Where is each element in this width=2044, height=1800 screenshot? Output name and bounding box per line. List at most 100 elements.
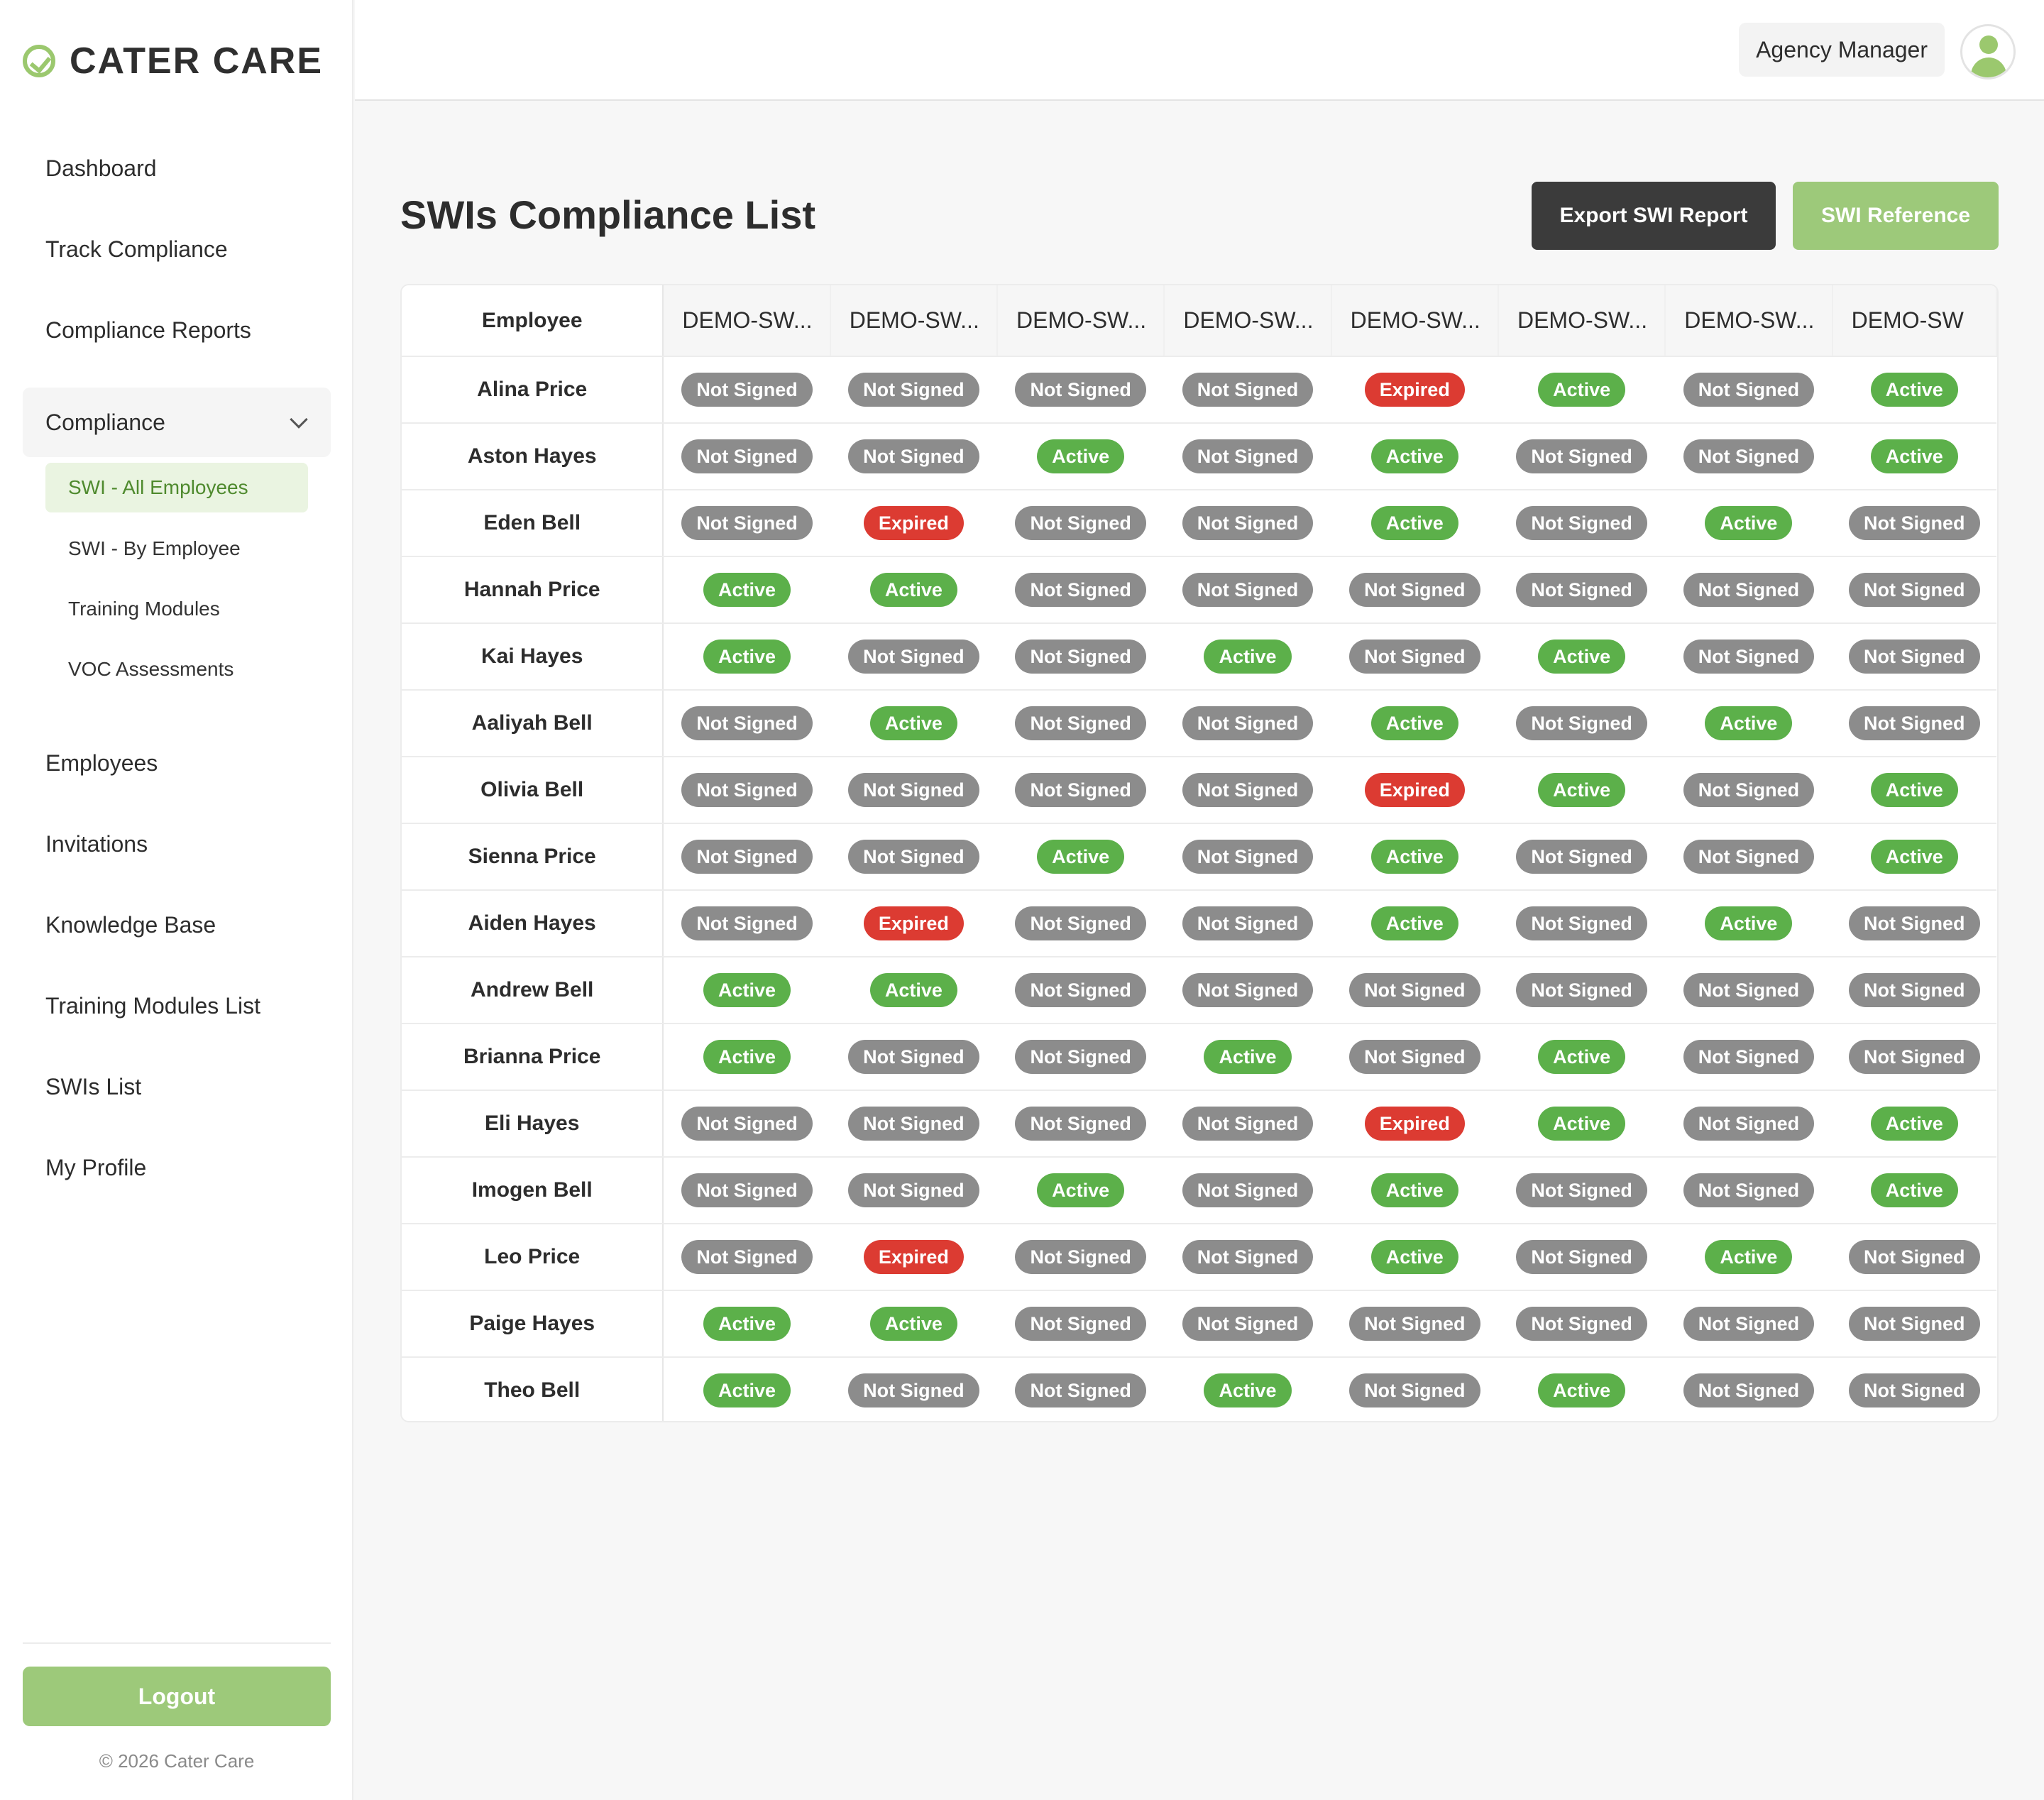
status-badge[interactable]: Not Signed (1015, 1040, 1146, 1074)
status-badge[interactable]: Not Signed (848, 640, 979, 674)
employee-name[interactable]: Eden Bell (402, 490, 664, 557)
table-row[interactable]: Paige Hayes Active Active Not Signed Not Sig… (402, 1290, 1996, 1358)
column-header-swi[interactable]: DEMO-SW... (1331, 285, 1499, 357)
table-row[interactable]: Aiden Hayes Not Signed Expired Not Signed No… (402, 890, 1996, 957)
table-row[interactable]: Andrew Bell Active Active Not Signed Not Sig… (402, 957, 1996, 1024)
status-badge[interactable]: Active (1870, 373, 1958, 407)
status-badge[interactable]: Active (703, 640, 791, 674)
table-row[interactable]: Eli Hayes Not Signed Not Signed Not Signed N… (402, 1090, 1996, 1158)
status-badge[interactable]: Not Signed (1683, 973, 1815, 1007)
employee-name[interactable]: Paige Hayes (402, 1290, 664, 1358)
status-badge[interactable]: Not Signed (1683, 1173, 1815, 1207)
status-badge[interactable]: Active (1538, 1040, 1626, 1074)
status-badge[interactable]: Not Signed (1182, 1240, 1314, 1274)
status-badge[interactable]: Active (1538, 773, 1626, 807)
status-badge[interactable]: Not Signed (1182, 373, 1314, 407)
status-badge[interactable]: Active (869, 706, 957, 740)
status-badge[interactable]: Active (1370, 1240, 1458, 1274)
status-badge[interactable]: Not Signed (1849, 973, 1980, 1007)
employee-name[interactable]: Theo Bell (402, 1357, 664, 1421)
nav-item-swis-list[interactable]: SWIs List (45, 1074, 142, 1099)
status-badge[interactable]: Active (1370, 706, 1458, 740)
status-badge[interactable]: Not Signed (1182, 506, 1314, 540)
status-badge[interactable]: Active (1204, 1040, 1292, 1074)
employee-name[interactable]: Leo Price (402, 1224, 664, 1291)
status-badge[interactable]: Not Signed (1516, 906, 1647, 940)
status-badge[interactable]: Not Signed (1349, 573, 1480, 607)
status-badge[interactable]: Not Signed (848, 1040, 979, 1074)
status-badge[interactable]: Not Signed (681, 439, 813, 473)
status-badge[interactable]: Not Signed (1849, 1040, 1980, 1074)
column-header-swi[interactable]: DEMO-SW... (1164, 285, 1332, 357)
status-badge[interactable]: Active (1705, 506, 1793, 540)
status-badge[interactable]: Not Signed (1849, 506, 1980, 540)
status-badge[interactable]: Not Signed (681, 706, 813, 740)
status-badge[interactable]: Not Signed (1849, 1240, 1980, 1274)
nav-item-training-modules-list[interactable]: Training Modules List (45, 993, 260, 1019)
status-badge[interactable]: Not Signed (1683, 640, 1815, 674)
status-badge[interactable]: Not Signed (1015, 773, 1146, 807)
status-badge[interactable]: Expired (863, 506, 964, 540)
status-badge[interactable]: Not Signed (1683, 1040, 1815, 1074)
status-badge[interactable]: Active (1204, 1373, 1292, 1407)
status-badge[interactable]: Not Signed (1683, 840, 1815, 874)
column-header-swi[interactable]: DEMO-SW... (1498, 285, 1666, 357)
status-badge[interactable]: Not Signed (1015, 640, 1146, 674)
status-badge[interactable]: Active (1204, 640, 1292, 674)
status-badge[interactable]: Not Signed (1349, 1307, 1480, 1341)
status-badge[interactable]: Not Signed (1015, 373, 1146, 407)
status-badge[interactable]: Not Signed (1849, 1373, 1980, 1407)
status-badge[interactable]: Not Signed (681, 840, 813, 874)
status-badge[interactable]: Not Signed (1015, 1307, 1146, 1341)
status-badge[interactable]: Not Signed (1182, 573, 1314, 607)
table-row[interactable]: Kai Hayes Active Not Signed Not Signed Activ… (402, 623, 1996, 691)
status-badge[interactable]: Active (1705, 706, 1793, 740)
status-badge[interactable]: Not Signed (1516, 973, 1647, 1007)
status-badge[interactable]: Not Signed (1516, 840, 1647, 874)
column-header-employee[interactable]: Employee (402, 285, 664, 357)
employee-name[interactable]: Hannah Price (402, 556, 664, 624)
status-badge[interactable]: Active (703, 1040, 791, 1074)
nav-item-invitations[interactable]: Invitations (45, 831, 148, 857)
status-badge[interactable]: Active (1870, 1173, 1958, 1207)
status-badge[interactable]: Active (1870, 1107, 1958, 1141)
status-badge[interactable]: Expired (1364, 773, 1465, 807)
status-badge[interactable]: Not Signed (848, 1373, 979, 1407)
nav-item-knowledge-base[interactable]: Knowledge Base (45, 912, 216, 938)
status-badge[interactable]: Not Signed (1849, 906, 1980, 940)
compliance-table[interactable]: Employee DEMO-SW... DEMO-SW... DEMO-SW..… (400, 284, 1999, 1422)
status-badge[interactable]: Active (1370, 439, 1458, 473)
column-header-swi[interactable]: DEMO-SW... (663, 285, 831, 357)
employee-name[interactable]: Sienna Price (402, 823, 664, 891)
column-header-swi[interactable]: DEMO-SW... (1665, 285, 1833, 357)
status-badge[interactable]: Active (703, 973, 791, 1007)
table-row[interactable]: Eden Bell Not Signed Expired Not Signed Not … (402, 490, 1996, 557)
status-badge[interactable]: Not Signed (1516, 573, 1647, 607)
nav-sub-training-modules[interactable]: Training Modules (68, 598, 220, 620)
status-badge[interactable]: Not Signed (848, 1173, 979, 1207)
export-swi-report-button[interactable]: Export SWI Report (1532, 182, 1776, 250)
nav-sub-swi-by-employee[interactable]: SWI - By Employee (68, 537, 241, 559)
status-badge[interactable]: Not Signed (1516, 1307, 1647, 1341)
status-badge[interactable]: Active (1370, 840, 1458, 874)
status-badge[interactable]: Not Signed (1015, 573, 1146, 607)
status-badge[interactable]: Not Signed (681, 1173, 813, 1207)
status-badge[interactable]: Not Signed (1015, 973, 1146, 1007)
table-row[interactable]: Olivia Bell Not Signed Not Signed Not Signe… (402, 757, 1996, 824)
status-badge[interactable]: Not Signed (1015, 906, 1146, 940)
column-header-swi[interactable]: DEMO-SW... (830, 285, 999, 357)
status-badge[interactable]: Not Signed (1182, 706, 1314, 740)
employee-name[interactable]: Andrew Bell (402, 957, 664, 1024)
status-badge[interactable]: Not Signed (1182, 773, 1314, 807)
status-badge[interactable]: Not Signed (1015, 1373, 1146, 1407)
nav-group-compliance[interactable]: Compliance (23, 388, 331, 457)
employee-name[interactable]: Imogen Bell (402, 1157, 664, 1224)
status-badge[interactable]: Not Signed (1182, 906, 1314, 940)
status-badge[interactable]: Not Signed (1182, 1173, 1314, 1207)
table-row[interactable]: Leo Price Not Signed Expired Not Signed Not … (402, 1224, 1996, 1291)
status-badge[interactable]: Active (1037, 1173, 1125, 1207)
employee-name[interactable]: Kai Hayes (402, 623, 664, 691)
status-badge[interactable]: Not Signed (1683, 1107, 1815, 1141)
status-badge[interactable]: Not Signed (848, 439, 979, 473)
status-badge[interactable]: Not Signed (1015, 1107, 1146, 1141)
